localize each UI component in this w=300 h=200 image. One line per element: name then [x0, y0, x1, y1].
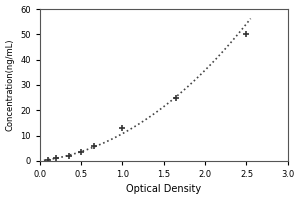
Y-axis label: Concentration(ng/mL): Concentration(ng/mL) — [6, 39, 15, 131]
X-axis label: Optical Density: Optical Density — [126, 184, 201, 194]
